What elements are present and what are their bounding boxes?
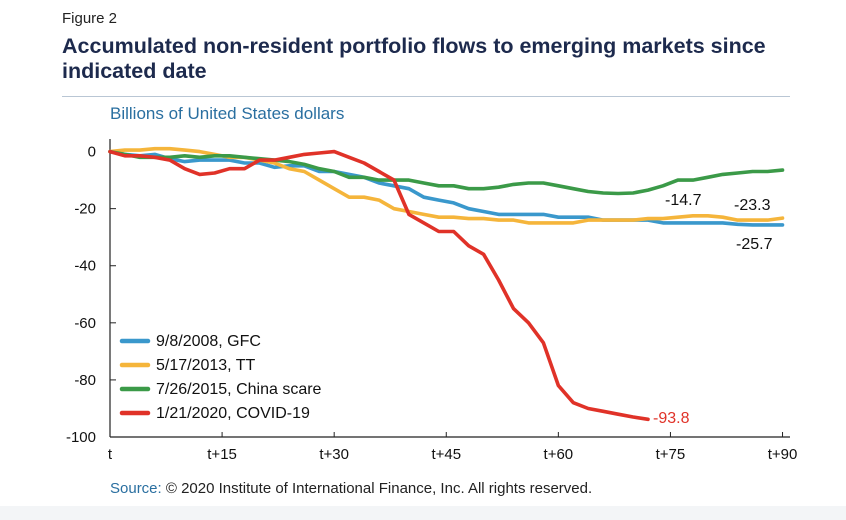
y-tick-label: -80 bbox=[74, 372, 96, 389]
title-divider bbox=[62, 96, 790, 97]
x-tick-label: t+75 bbox=[656, 446, 686, 463]
series-line-0 bbox=[108, 149, 785, 227]
y-tick-label: -20 bbox=[74, 201, 96, 218]
series-end-label: -14.7 bbox=[665, 192, 702, 209]
legend-label-1: 5/17/2013, TT bbox=[156, 357, 256, 374]
source-label: Source: bbox=[110, 480, 162, 497]
source-note: Source: © 2020 Institute of Internationa… bbox=[110, 480, 592, 497]
series-line-3 bbox=[108, 149, 650, 422]
legend-label-0: 9/8/2008, GFC bbox=[156, 333, 261, 350]
y-tick-label: -100 bbox=[66, 429, 96, 446]
x-tick-label: t+60 bbox=[544, 446, 574, 463]
footer-band bbox=[0, 506, 846, 520]
x-tick-label: t bbox=[108, 446, 113, 463]
series-end-label: -25.7 bbox=[736, 236, 773, 253]
x-tick-label: t+15 bbox=[207, 446, 237, 463]
x-tick-label: t+90 bbox=[768, 446, 798, 463]
series-end-label: -23.3 bbox=[734, 197, 771, 214]
legend-label-3: 1/21/2020, COVID-19 bbox=[156, 405, 310, 422]
series-line-2 bbox=[108, 149, 785, 196]
x-tick-label: t+45 bbox=[431, 446, 461, 463]
y-tick-label: -60 bbox=[74, 315, 96, 332]
series-end-label: -93.8 bbox=[653, 410, 690, 427]
x-tick-label: t+30 bbox=[319, 446, 349, 463]
y-axis-units-label: Billions of United States dollars bbox=[110, 104, 345, 123]
chart-title: Accumulated non-resident portfolio flows… bbox=[62, 34, 766, 83]
legend-label-2: 7/26/2015, China scare bbox=[156, 381, 322, 398]
y-tick-label: -40 bbox=[74, 258, 96, 275]
figure-label: Figure 2 bbox=[62, 10, 118, 27]
y-tick-label: 0 bbox=[88, 144, 96, 161]
source-text: © 2020 Institute of International Financ… bbox=[165, 480, 593, 497]
